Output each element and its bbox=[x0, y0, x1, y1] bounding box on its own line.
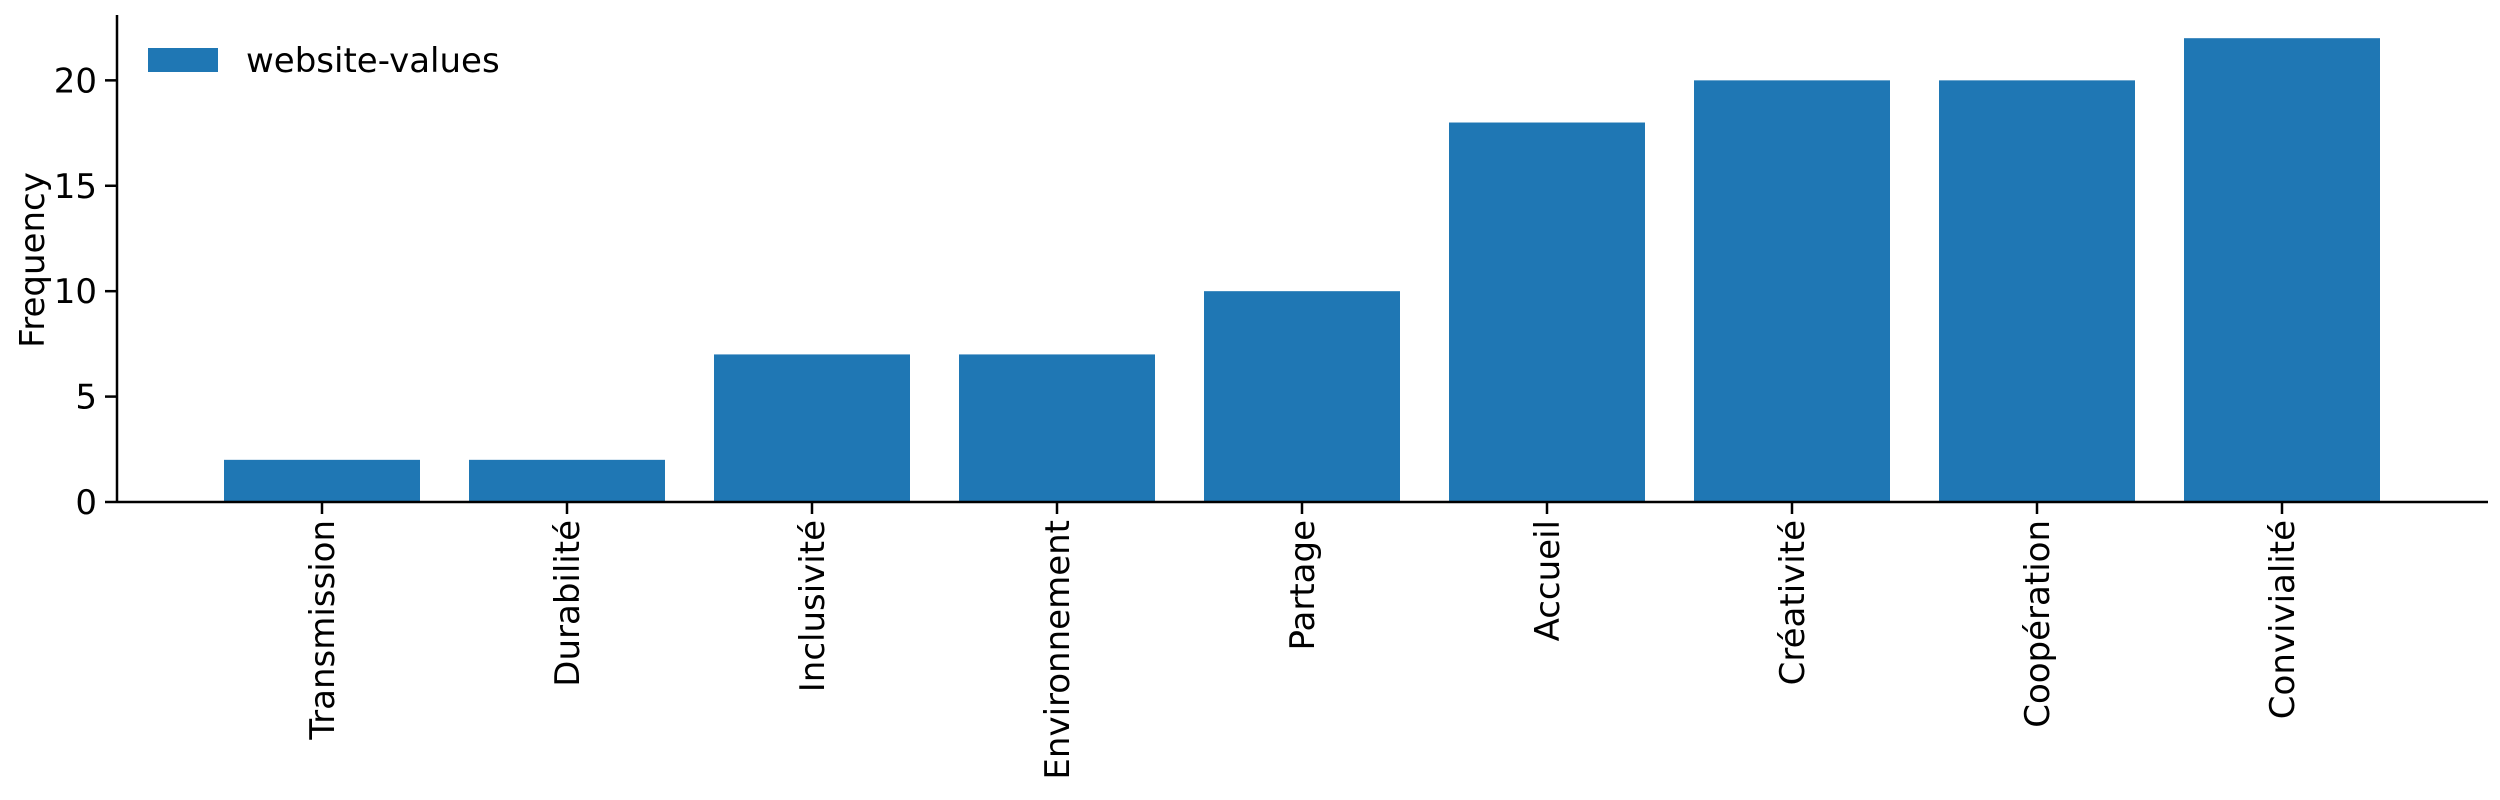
y-ticks: 0 5 10 15 20 bbox=[54, 61, 117, 523]
bar-6 bbox=[1694, 80, 1890, 502]
bar-2 bbox=[714, 354, 910, 502]
x-tick-label-2: Inclusivité bbox=[793, 520, 833, 692]
bar-8 bbox=[2184, 38, 2380, 502]
y-tick-label-2: 10 bbox=[54, 272, 97, 312]
x-tick-label-0: Transmission bbox=[303, 520, 343, 741]
bar-1 bbox=[469, 459, 665, 502]
legend: website-values bbox=[148, 41, 500, 81]
bar-4 bbox=[1204, 291, 1400, 502]
x-tick-label-8: Convivialité bbox=[2263, 520, 2303, 719]
x-tick-label-5: Accueil bbox=[1528, 520, 1568, 641]
x-tick-label-1: Durabilité bbox=[548, 520, 588, 687]
bars bbox=[224, 38, 2380, 503]
y-tick-label-3: 15 bbox=[54, 167, 97, 207]
y-tick-label-0: 0 bbox=[75, 483, 97, 523]
y-tick-label-1: 5 bbox=[75, 378, 97, 418]
bar-0 bbox=[224, 459, 420, 502]
x-tick-label-7: Coopération bbox=[2018, 520, 2058, 728]
legend-label: website-values bbox=[246, 41, 500, 81]
legend-swatch bbox=[148, 48, 218, 72]
y-axis-label: Frequency bbox=[13, 172, 53, 348]
bar-3 bbox=[959, 354, 1155, 502]
x-tick-label-6: Créativité bbox=[1773, 520, 1813, 685]
x-tick-label-3: Environnement bbox=[1038, 520, 1078, 780]
y-tick-label-4: 20 bbox=[54, 61, 97, 101]
bar-7 bbox=[1939, 80, 2135, 502]
x-ticks: Transmission Durabilité Inclusivité Environ… bbox=[303, 502, 2303, 780]
x-tick-label-4: Partage bbox=[1283, 520, 1323, 650]
bar-5 bbox=[1449, 122, 1645, 503]
